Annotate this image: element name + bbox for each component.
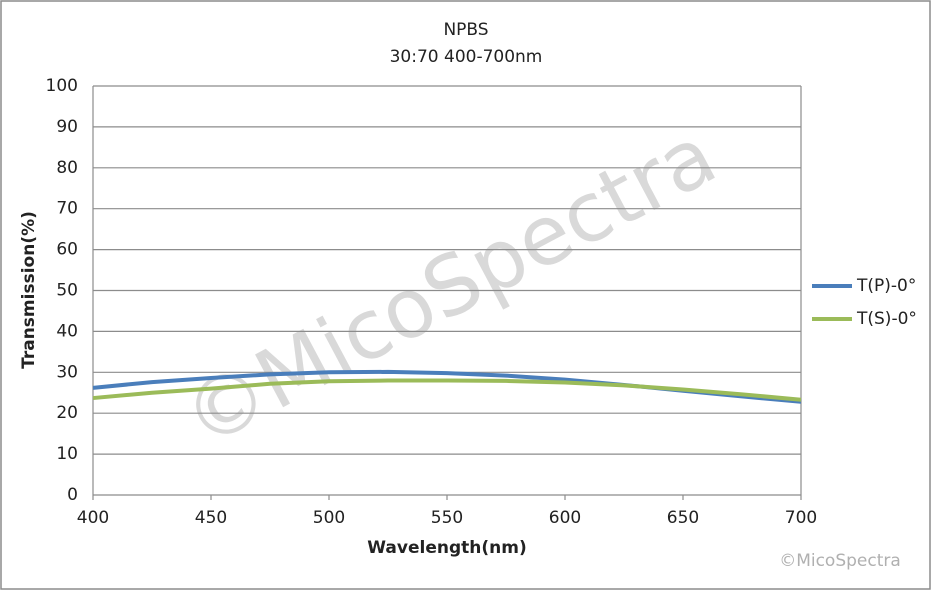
chart-subtitle: 30:70 400-700nm	[390, 47, 543, 67]
x-tick-label: 450	[195, 508, 227, 528]
x-axis-label: Wavelength(nm)	[367, 538, 526, 558]
y-tick-label: 100	[46, 76, 78, 96]
y-tick-label: 20	[56, 403, 78, 423]
y-tick-label: 10	[56, 444, 78, 464]
legend-label: T(S)-0°	[856, 309, 917, 329]
y-tick-label: 50	[56, 281, 78, 301]
series-line	[92, 378, 802, 402]
annotation: ©MicoSpectra	[779, 551, 901, 571]
x-tick-label: 550	[431, 508, 463, 528]
x-tick-label: 700	[785, 508, 817, 528]
y-tick-label: 30	[56, 362, 78, 382]
x-tick-label: 500	[313, 508, 345, 528]
x-tick-label: 400	[77, 508, 109, 528]
y-tick-label: 0	[67, 485, 78, 505]
y-tick-label: 60	[56, 240, 78, 260]
y-tick-label: 90	[56, 117, 78, 137]
y-tick-label: 80	[56, 158, 78, 178]
x-tick-label: 650	[667, 508, 699, 528]
chart-title: NPBS	[443, 20, 488, 40]
y-tick-label: 70	[56, 199, 78, 219]
x-tick-label: 600	[549, 508, 581, 528]
legend-label: T(P)-0°	[856, 276, 916, 296]
y-tick-label: 40	[56, 321, 78, 341]
y-axis-label: Transmission(%)	[19, 211, 39, 369]
